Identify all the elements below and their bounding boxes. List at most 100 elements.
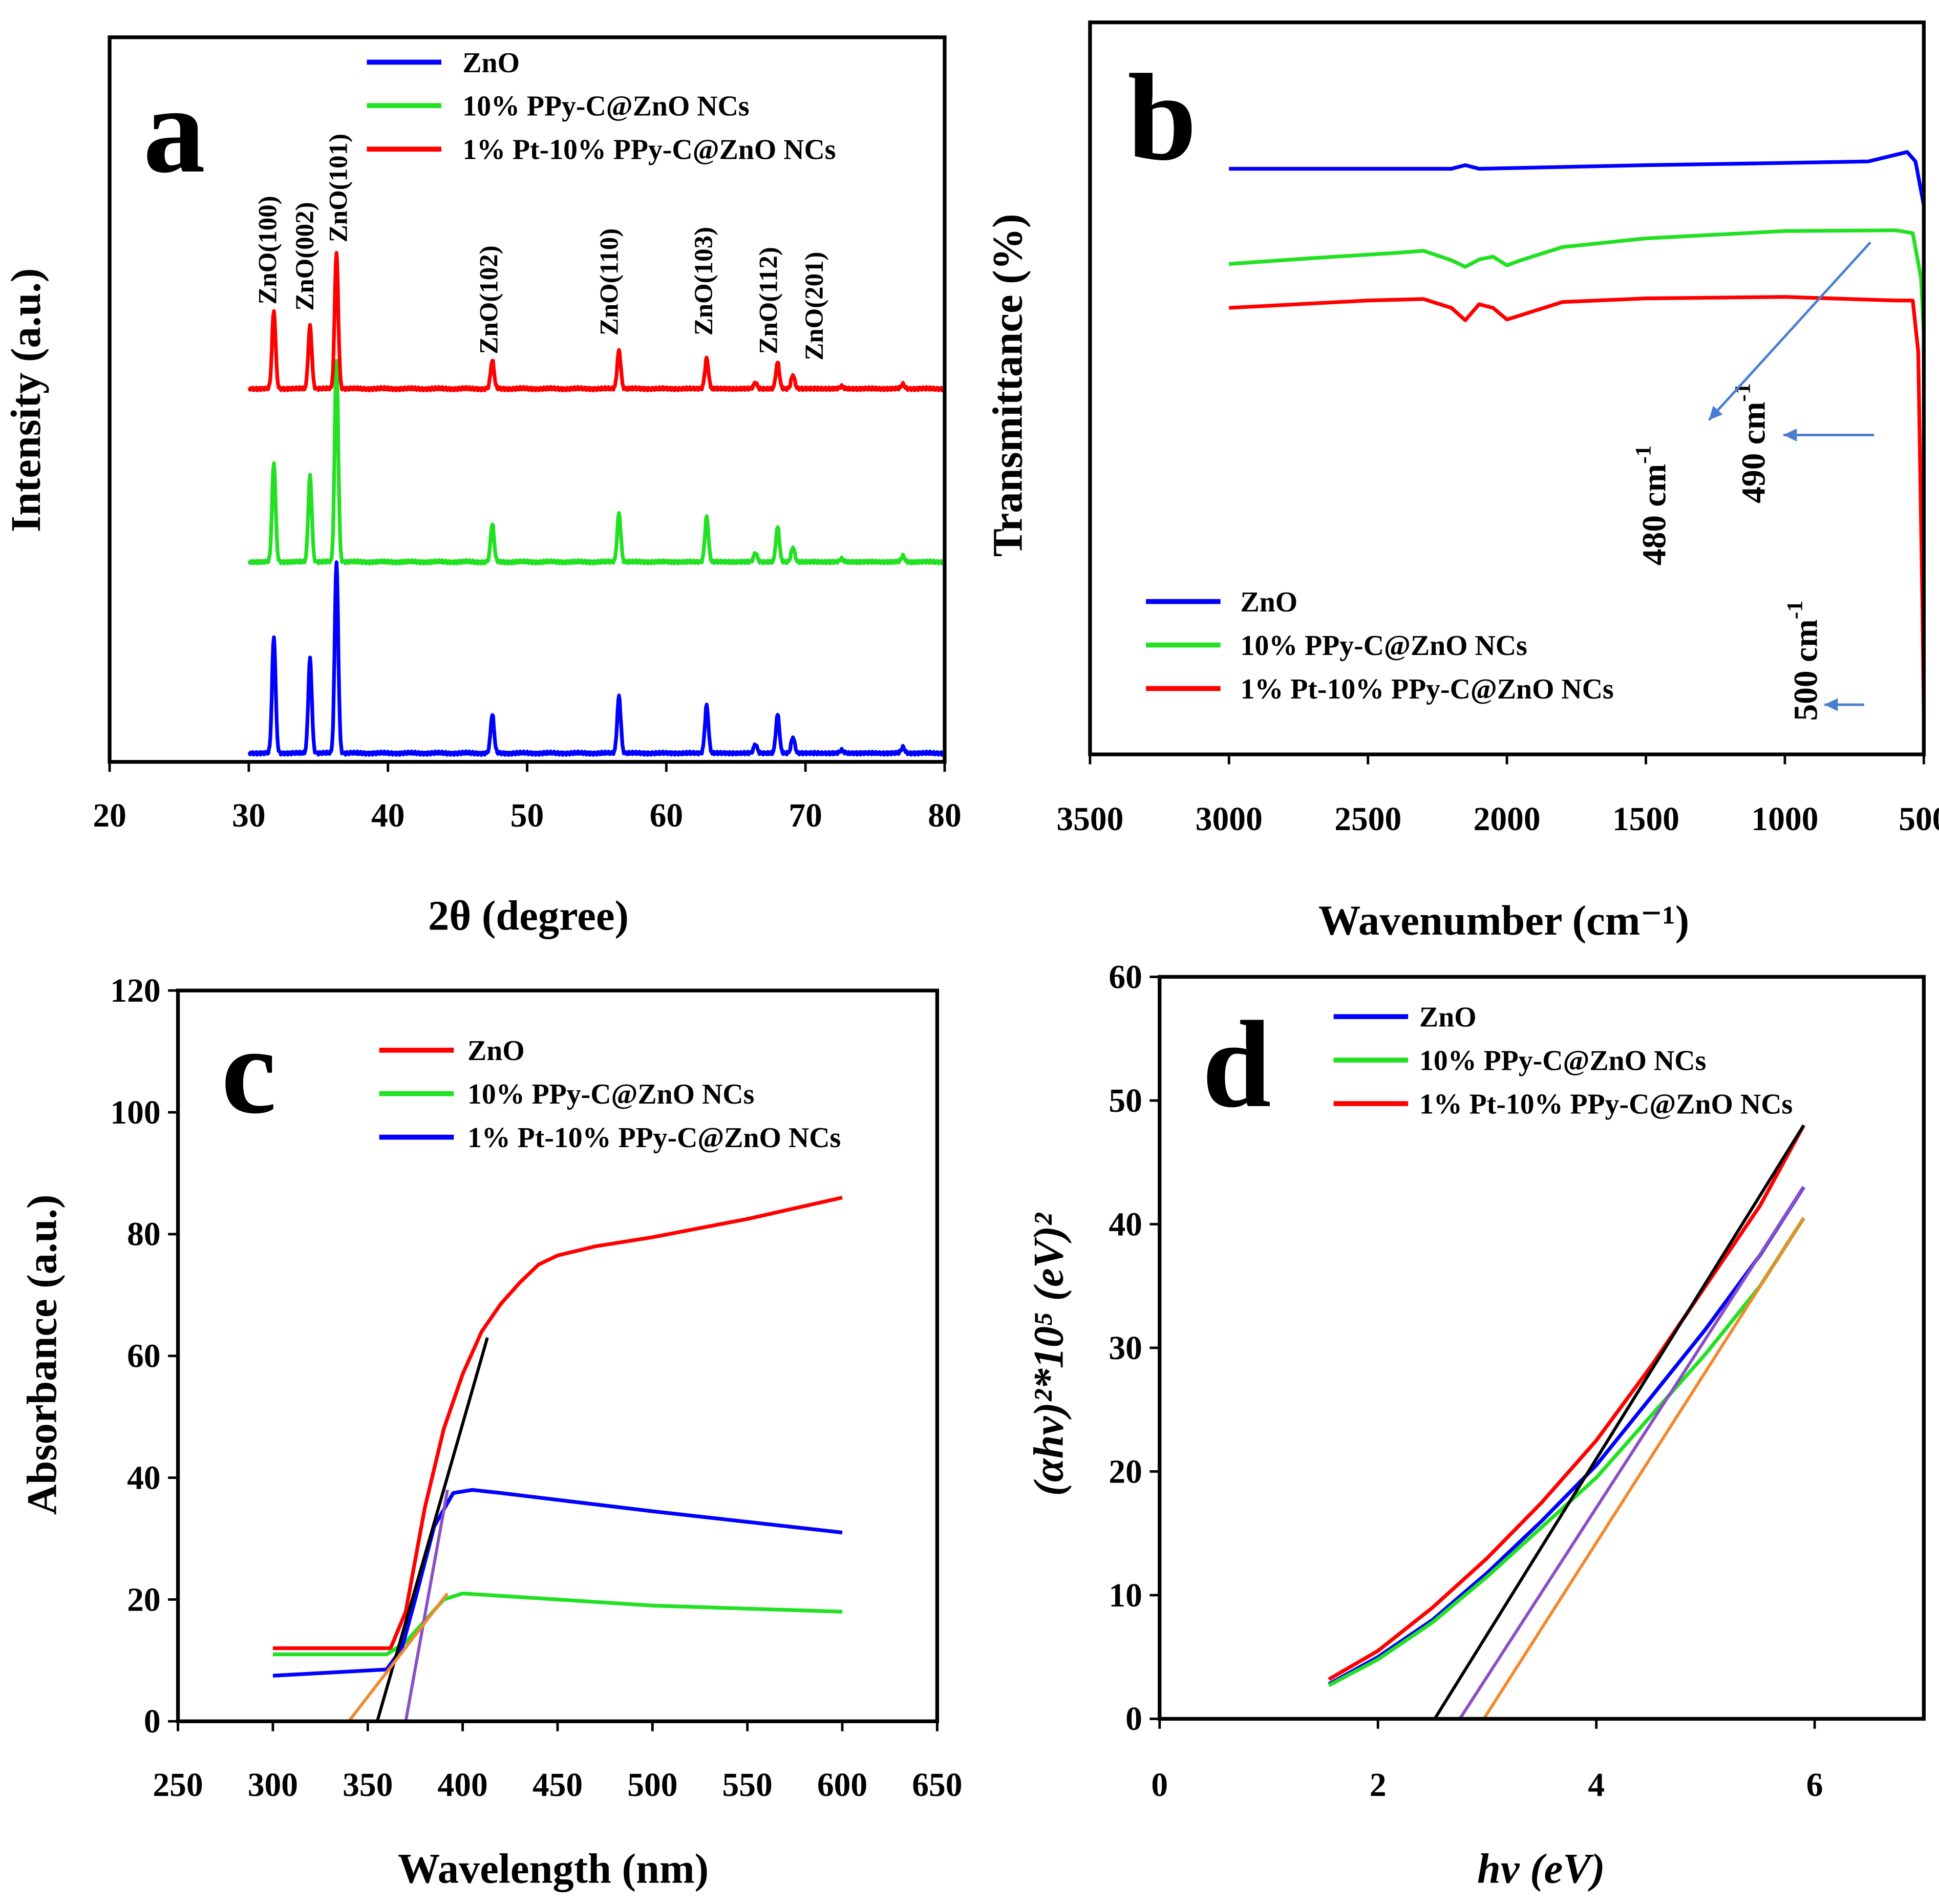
legend-label: ZnO: [462, 47, 520, 79]
series-line-0: [272, 1196, 843, 1651]
plot-area: [272, 1196, 843, 1722]
x-tick-label: 500: [627, 1767, 677, 1804]
x-tick-label: 2: [1370, 1767, 1387, 1804]
arrow-head-icon: [1824, 698, 1838, 711]
y-tick-label: 10: [1109, 1577, 1142, 1614]
peak-label: ZnO(201): [800, 251, 829, 360]
series-line-1: [247, 358, 945, 566]
peak-label: ZnO(112): [754, 247, 783, 354]
legend-label: 10% PPy-C@ZnO NCs: [462, 91, 749, 122]
x-tick-label: 600: [817, 1767, 867, 1804]
series-line-1: [272, 1591, 843, 1657]
x-tick-label: 3000: [1196, 801, 1263, 838]
y-axis-title: Transmittance (%): [984, 214, 1031, 557]
x-tick-label: 650: [912, 1767, 962, 1804]
arrow-line: [1708, 241, 1871, 421]
series-line-2: [247, 250, 945, 393]
panel-letter: a: [143, 61, 205, 199]
x-axis-title: 2θ (degree): [428, 892, 629, 939]
legend-label: 1% Pt-10% PPy-C@ZnO NCs: [462, 134, 836, 166]
y-tick-label: 60: [127, 1338, 161, 1375]
fit-line-2: [1482, 1217, 1805, 1719]
peak-label: ZnO(103): [690, 227, 718, 335]
series-line-1: [1328, 1217, 1805, 1687]
arrow-head-icon: [1709, 406, 1723, 420]
y-tick-label: 30: [1109, 1330, 1142, 1367]
x-tick-label: 4: [1588, 1767, 1605, 1804]
x-tick-label: 50: [510, 797, 544, 834]
fit-line-1: [404, 1489, 449, 1722]
x-tick-label: 1000: [1751, 801, 1818, 838]
plot-area: [247, 250, 945, 757]
x-tick-label: 40: [371, 797, 405, 834]
wavenumber-annotation: 480 cm-1: [1631, 446, 1673, 566]
peak-label: ZnO(102): [475, 245, 503, 354]
panel-b: 3500 3000 2500 2000 1500 1000 500 Wavenumber (c…: [984, 20, 1939, 944]
legend-label: ZnO: [1419, 1002, 1477, 1033]
y-tick-label: 120: [110, 972, 160, 1009]
fit-line-0: [375, 1337, 489, 1722]
wavenumber-annotation: 490 cm-1: [1731, 383, 1773, 503]
legend-label: ZnO: [1241, 586, 1298, 618]
y-axis-title: (αhν)²*10⁵ (eV)²: [1025, 1212, 1072, 1496]
peak-label: ZnO(101): [325, 134, 353, 242]
panel-letter: b: [1127, 49, 1197, 186]
wavenumber-annotation: 500 cm-1: [1783, 601, 1825, 721]
peak-label: ZnO(100): [253, 196, 282, 304]
fit-line-1: [1458, 1186, 1805, 1719]
legend-label: 1% Pt-10% PPy-C@ZnO NCs: [1419, 1088, 1793, 1120]
legend-label: 10% PPy-C@ZnO NCs: [467, 1078, 754, 1110]
annotation-text: 500 cm: [1788, 619, 1825, 721]
panel-c: 250 300 350 400 450 500 550 600 650 0 20 40 60 80 100 1…: [18, 972, 963, 1892]
series-line-2: [1328, 1124, 1806, 1681]
x-axis-title: Wavenumber (cm⁻¹): [1318, 897, 1689, 944]
x-tick-label: 550: [722, 1767, 773, 1804]
legend-label: 1% Pt-10% PPy-C@ZnO NCs: [1241, 673, 1614, 705]
arrow-head-icon: [1783, 428, 1797, 442]
x-axis-title: hν (eV): [1477, 1845, 1605, 1892]
y-tick-label: 60: [1109, 959, 1142, 996]
x-tick-label: 20: [93, 797, 126, 834]
y-axis-title: Intensity (a.u.): [2, 268, 49, 533]
annotation-text: 480 cm: [1636, 464, 1673, 565]
x-tick-label: 250: [153, 1767, 203, 1804]
plot-area: [1328, 1124, 1806, 1719]
x-tick-label: 70: [789, 797, 822, 834]
y-tick-label: 100: [110, 1094, 160, 1131]
x-tick-label: 450: [532, 1767, 583, 1804]
plot-area: [1228, 150, 1924, 717]
series-line-0: [1328, 1186, 1805, 1686]
x-tick-label: 500: [1899, 801, 1939, 838]
x-tick-label: 80: [928, 797, 962, 834]
y-tick-label: 20: [1109, 1453, 1142, 1490]
y-tick-label: 40: [127, 1459, 161, 1496]
panel-letter: d: [1202, 996, 1271, 1133]
series-line-1: [1228, 228, 1924, 371]
plot-frame: [1158, 975, 1926, 1721]
legend-label: ZnO: [467, 1035, 525, 1067]
panel-letter: c: [221, 1002, 276, 1139]
y-tick-label: 40: [1109, 1206, 1142, 1243]
x-tick-label: 2500: [1334, 801, 1401, 838]
peak-label: ZnO(110): [595, 228, 624, 336]
y-axis-title: Absorbance (a.u.): [18, 1194, 66, 1515]
legend-label: 10% PPy-C@ZnO NCs: [1419, 1045, 1706, 1077]
y-tick-label: 20: [127, 1581, 161, 1618]
series-line-0: [247, 560, 945, 757]
x-tick-label: 60: [650, 797, 684, 834]
series-line-2: [1229, 295, 1924, 717]
x-tick-label: 3500: [1056, 801, 1123, 838]
y-tick-label: 0: [1125, 1701, 1142, 1738]
x-tick-label: 400: [437, 1767, 487, 1804]
y-tick-label: 80: [127, 1216, 161, 1253]
series-line-0: [1229, 150, 1924, 217]
x-tick-label: 300: [248, 1767, 298, 1804]
x-tick-label: 30: [232, 797, 266, 834]
x-tick-label: 1500: [1612, 801, 1679, 838]
peak-label: ZnO(002): [291, 202, 319, 310]
y-tick-label: 50: [1109, 1083, 1142, 1119]
x-axis-title: Wavelength (nm): [398, 1845, 709, 1892]
y-tick-label: 0: [144, 1703, 161, 1740]
